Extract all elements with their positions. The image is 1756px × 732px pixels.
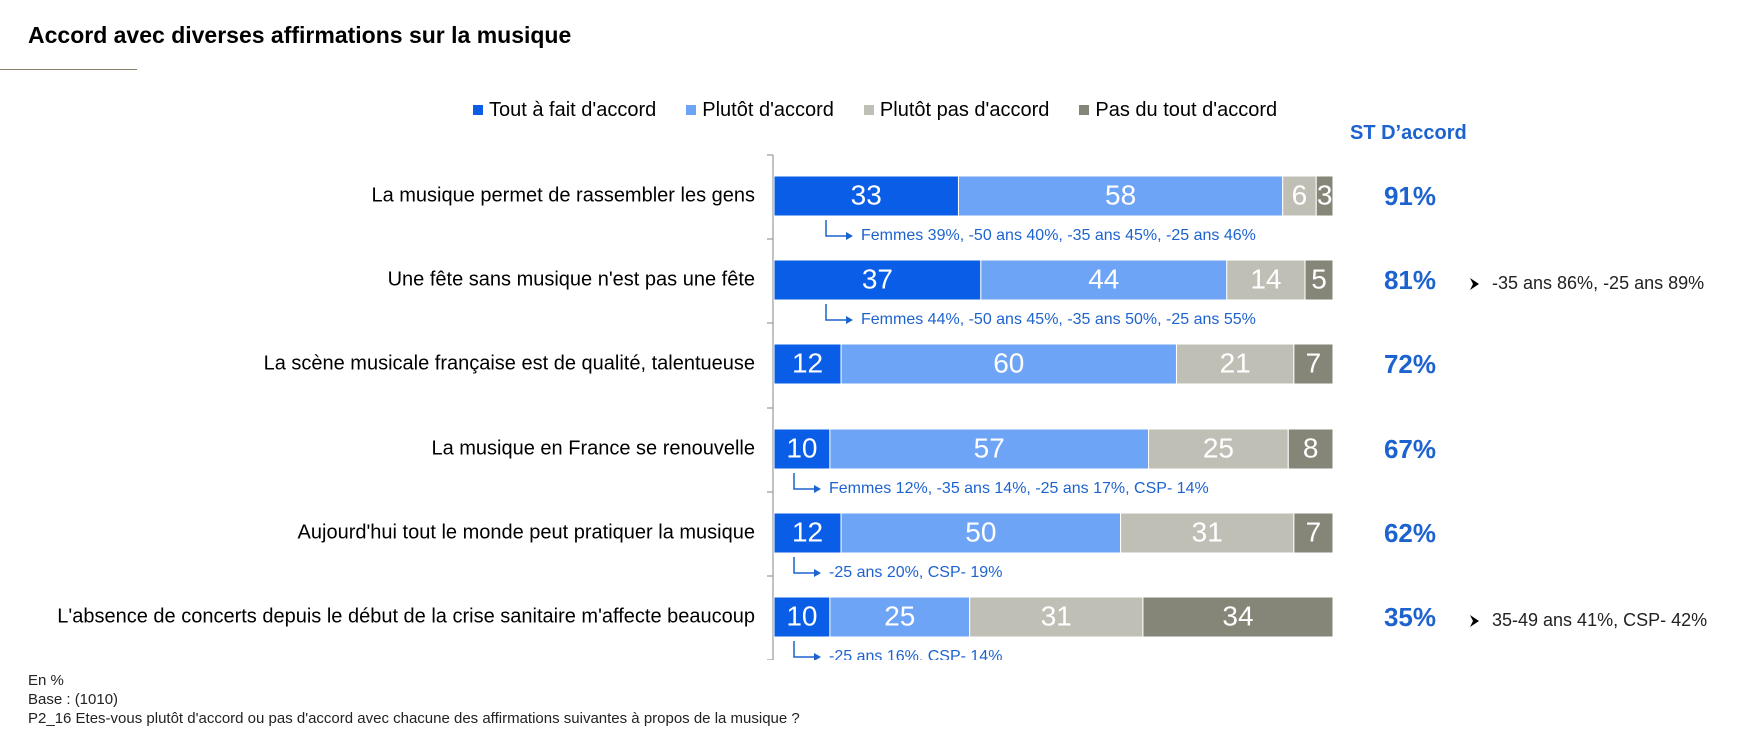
data-label: 14 [1250, 263, 1281, 294]
data-label: 25 [1203, 432, 1234, 463]
data-label: 3 [1317, 179, 1333, 210]
bar-segment [1293, 512, 1334, 554]
subgroup-note: Femmes 44%, -50 ans 45%, -35 ans 50%, -2… [861, 311, 1256, 328]
subgroup-note: -25 ans 20%, CSP- 19% [829, 564, 1002, 581]
st-accord-value: 67% [1384, 434, 1436, 464]
data-label: 44 [1088, 263, 1119, 294]
note-arrow-head-icon [846, 316, 853, 324]
bar-segment [957, 175, 1284, 217]
legend-swatch [686, 105, 697, 115]
bar-segment [1226, 259, 1306, 301]
data-label: 7 [1306, 347, 1322, 378]
subgroup-note: Femmes 39%, -50 ans 40%, -35 ans 45%, -2… [861, 227, 1256, 244]
bar-segment [1282, 175, 1317, 217]
st-accord-value: 72% [1384, 349, 1436, 379]
note-arrow-line [793, 641, 814, 658]
legend-label: Plutôt d'accord [702, 98, 834, 121]
note-arrow-head-icon [846, 232, 853, 240]
data-label: 8 [1303, 432, 1319, 463]
data-label: 50 [965, 516, 996, 547]
title-underline [0, 69, 137, 70]
chart-footer: En % Base : (1010) P2_16 Etes-vous plutô… [28, 671, 800, 728]
data-label: 6 [1292, 179, 1308, 210]
category-label: Aujourd'hui tout le monde peut pratiquer… [298, 521, 755, 543]
bar-segment [1304, 259, 1334, 301]
note-arrow-head-icon [814, 485, 821, 493]
bar-segment [829, 428, 1150, 470]
note-arrow-line [793, 557, 814, 574]
data-label: 10 [786, 432, 817, 463]
bar-segment [773, 259, 982, 301]
data-label: 12 [792, 516, 823, 547]
data-label: 12 [792, 347, 823, 378]
category-label: La musique permet de rassembler les gens [371, 184, 755, 206]
st-accord-value: 81% [1384, 265, 1436, 295]
footer-unit: En % [28, 672, 64, 689]
data-label: 31 [1192, 516, 1223, 547]
data-label: 25 [884, 600, 915, 631]
side-note: 35-49 ans 41%, CSP- 42% [1492, 610, 1707, 630]
data-label: 57 [974, 432, 1005, 463]
data-label: 10 [786, 600, 817, 631]
legend-item-pas-du-tout: Pas du tout d'accord [1079, 99, 1277, 122]
bar-segment [1293, 343, 1334, 385]
legend-label: Pas du tout d'accord [1095, 98, 1278, 121]
legend-item-plutot-pas: Plutôt pas d'accord [863, 98, 1050, 122]
data-label: 34 [1222, 600, 1253, 631]
st-accord-value: 91% [1384, 181, 1436, 211]
subgroup-note: -25 ans 16%, CSP- 14% [829, 648, 1002, 660]
bullet-arrow-icon [1470, 615, 1479, 627]
bullet-arrow-icon [1470, 278, 1479, 290]
data-label: 21 [1220, 347, 1251, 378]
note-arrow-line [825, 220, 846, 237]
data-label: 7 [1306, 516, 1322, 547]
chart-title: Accord avec diverses affirmations sur la… [28, 22, 572, 48]
st-accord-header: ST D’accord [1350, 122, 1467, 144]
bar-segment [773, 512, 842, 554]
bar-segment [1120, 512, 1295, 554]
st-accord-value: 62% [1384, 518, 1436, 548]
data-label: 31 [1041, 600, 1072, 631]
bar-segment [840, 512, 1122, 554]
category-label: La scène musicale française est de quali… [264, 352, 755, 374]
category-label: Une fête sans musique n'est pas une fête [388, 268, 755, 290]
note-arrow-line [793, 473, 814, 490]
data-label: 33 [851, 179, 882, 210]
legend-item-tout-a-fait: Tout à fait d'accord [473, 99, 656, 122]
legend-item-plutot: Plutôt d'accord [686, 99, 834, 122]
legend-label: Plutôt pas d'accord [879, 98, 1050, 121]
note-arrow-head-icon [814, 653, 821, 660]
footer-question: P2_16 Etes-vous plutôt d'accord ou pas d… [28, 710, 800, 727]
footer-base: Base : (1010) [28, 691, 119, 708]
legend-swatch [863, 105, 874, 115]
bar-segment [773, 175, 959, 217]
subgroup-note: Femmes 12%, -35 ans 14%, -25 ans 17%, CS… [829, 480, 1209, 497]
st-accord-value: 35% [1384, 602, 1436, 632]
bar-segment [969, 596, 1144, 638]
side-note: -35 ans 86%, -25 ans 89% [1492, 273, 1704, 293]
data-label: 58 [1105, 179, 1136, 210]
bar-segment [1315, 175, 1334, 217]
data-label: 37 [862, 263, 893, 294]
bar-segment [980, 259, 1228, 301]
data-label: 60 [993, 347, 1024, 378]
bar-segment [773, 343, 842, 385]
bar-segment [829, 596, 971, 638]
legend: Tout à fait d'accord Plutôt d'accord Plu… [473, 98, 1277, 122]
stacked-bar-chart: La musique permet de rassembler les gens… [57, 154, 1707, 660]
data-label: 5 [1311, 263, 1327, 294]
legend-swatch [1079, 105, 1090, 115]
bar-segment [1287, 428, 1334, 470]
bar-segment [773, 428, 831, 470]
bar-segment [1148, 428, 1289, 470]
category-label: La musique en France se renouvelle [431, 437, 755, 459]
bar-segment [840, 343, 1177, 385]
note-arrow-head-icon [814, 569, 821, 577]
category-label: L'absence de concerts depuis le début de… [57, 605, 755, 627]
legend-swatch [473, 105, 483, 115]
note-arrow-line [825, 304, 846, 321]
legend-label: Tout à fait d'accord [489, 98, 657, 121]
bar-segment [1175, 343, 1295, 385]
bar-segment [1142, 596, 1334, 638]
